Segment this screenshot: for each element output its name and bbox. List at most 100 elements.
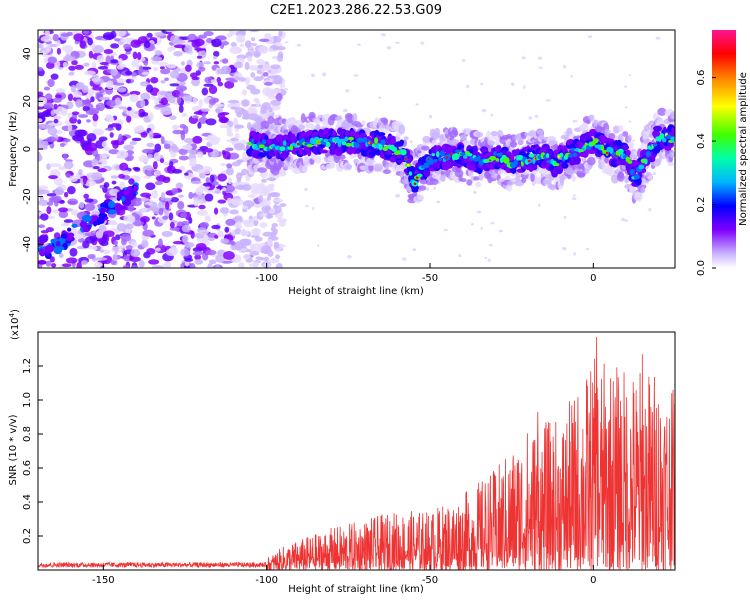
heatmap-cell xyxy=(203,83,214,87)
heatmap-cell xyxy=(204,193,214,202)
heatmap-cell xyxy=(154,180,163,186)
figure-title: C2E1.2023.286.22.53.G09 xyxy=(270,3,442,18)
heatmap-cell xyxy=(228,120,234,128)
heatmap-cell xyxy=(107,200,116,209)
heatmap-cell xyxy=(234,133,240,140)
heatmap-cell xyxy=(275,93,283,102)
heatmap-cell xyxy=(261,178,267,183)
heatmap-cell xyxy=(298,124,306,130)
heatmap-cell xyxy=(67,186,76,195)
heatmap-cell xyxy=(133,185,139,192)
heatmap-cell xyxy=(178,194,184,198)
heatmap-cell xyxy=(422,136,432,143)
heatmap-cell xyxy=(38,185,49,190)
heatmap-cell xyxy=(48,175,58,180)
heatmap-cell xyxy=(129,256,141,262)
heatmap-cell xyxy=(159,66,165,70)
heatmap-cell xyxy=(612,125,620,134)
heatmap-cell xyxy=(503,157,510,164)
heatmap-cell xyxy=(71,223,78,228)
heatmap-cell xyxy=(49,163,62,168)
heatmap-cell xyxy=(198,98,203,108)
heatmap-cell xyxy=(459,152,467,156)
heatmap-cell xyxy=(562,246,567,251)
heatmap-cell xyxy=(563,215,567,220)
heatmap-cell xyxy=(394,41,400,44)
heatmap-cell xyxy=(45,62,55,69)
heatmap-cell xyxy=(325,141,331,148)
heatmap-cell xyxy=(208,85,218,95)
heatmap-cell xyxy=(622,131,629,137)
heatmap-cell xyxy=(154,97,160,106)
heatmap-cell xyxy=(428,114,433,119)
heatmap-cell xyxy=(103,48,114,54)
heatmap-cell xyxy=(130,241,138,248)
heatmap-cell xyxy=(56,240,61,248)
heatmap-cell xyxy=(173,50,183,57)
heatmap-cell xyxy=(224,80,235,89)
heatmap-cell xyxy=(238,185,244,190)
heatmap-cell xyxy=(472,145,478,153)
heatmap-cell xyxy=(102,32,115,41)
heatmap-cell xyxy=(657,107,667,116)
heatmap-cell xyxy=(499,157,504,163)
heatmap-cell xyxy=(194,259,204,265)
heatmap-cell xyxy=(431,153,436,157)
heatmap-cell xyxy=(129,113,140,119)
heatmap-cell xyxy=(253,76,264,82)
heatmap-cell xyxy=(251,186,256,196)
heatmap-cell xyxy=(652,143,658,147)
heatmap-cell xyxy=(411,188,419,193)
heatmap-cell xyxy=(196,55,203,59)
heatmap-cell xyxy=(158,207,164,216)
heatmap-cell xyxy=(44,244,54,253)
heatmap-cell xyxy=(84,232,96,237)
heatmap-cell xyxy=(190,180,203,185)
heatmap-cell xyxy=(592,138,599,144)
x-tick-label: -150 xyxy=(92,273,115,284)
heatmap-cell xyxy=(453,130,459,137)
heatmap-cell xyxy=(146,248,156,255)
heatmap-cell xyxy=(478,172,484,181)
heatmap-cell xyxy=(44,30,50,37)
heatmap-cell xyxy=(38,106,45,110)
heatmap-cell xyxy=(572,119,578,123)
heatmap-cell xyxy=(53,176,63,186)
heatmap-cell xyxy=(571,197,577,201)
heatmap-cell xyxy=(106,80,114,90)
heatmap-cell xyxy=(493,151,497,156)
heatmap-cell xyxy=(108,149,120,155)
heatmap-cell xyxy=(196,61,205,69)
heatmap-cell xyxy=(234,228,242,235)
heatmap-cell xyxy=(216,76,221,84)
heatmap-cell xyxy=(616,172,625,182)
heatmap-cell xyxy=(128,193,135,201)
heatmap-cell xyxy=(149,112,154,121)
x-tick-label: -50 xyxy=(422,273,438,284)
snr-frame xyxy=(37,331,676,571)
heatmap-cell xyxy=(227,99,240,104)
heatmap-cell xyxy=(197,199,204,204)
heatmap-cell xyxy=(60,233,68,239)
heatmap-cell xyxy=(416,173,423,178)
heatmap-cell xyxy=(160,136,165,145)
heatmap-cell xyxy=(143,40,151,49)
heatmap-cell xyxy=(140,99,146,108)
heatmap-cell xyxy=(271,104,281,111)
spectrogram-y-axis-label: Frequency (Hz) xyxy=(8,111,19,187)
heatmap-cell xyxy=(118,106,127,110)
heatmap-cell xyxy=(439,150,445,157)
heatmap-cell xyxy=(269,48,274,52)
y-tick-label: -20 xyxy=(22,188,33,204)
heatmap-cell xyxy=(420,41,425,45)
heatmap-cell xyxy=(58,207,69,213)
heatmap-cell xyxy=(252,228,260,236)
heatmap-cell xyxy=(204,215,212,222)
heatmap-cell xyxy=(135,197,142,202)
heatmap-cell xyxy=(412,248,417,252)
heatmap-cell xyxy=(244,40,252,49)
spectrogram-x-ticks: -150 -100 -50 0 xyxy=(92,263,597,284)
heatmap-cell xyxy=(38,152,42,162)
heatmap-cell xyxy=(444,162,454,169)
heatmap-cell xyxy=(79,40,87,49)
